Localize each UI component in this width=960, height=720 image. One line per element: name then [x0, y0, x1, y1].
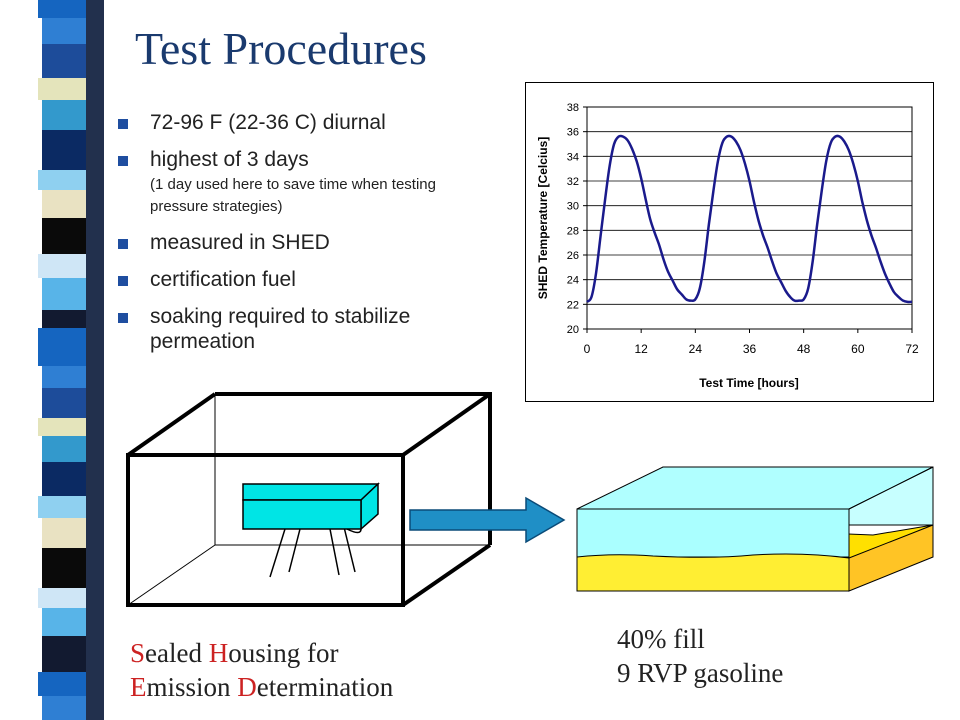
- y-tick-label: 30: [567, 201, 579, 213]
- caption-segment: S: [130, 638, 146, 668]
- bullet-text: measured in SHED: [150, 231, 330, 254]
- temperature-chart: 20 22 24 26 28 30 32 34 36 38 0 12 24 36 48 60 72 SHED …: [525, 82, 934, 402]
- fill-caption: 40% fill 9 RVP gasoline: [617, 622, 783, 690]
- bullet-marker-icon: [118, 119, 128, 129]
- stripe-segment: [42, 18, 86, 44]
- tank-liquid-front: [576, 553, 850, 592]
- bullet-item: 72-96 F (22-36 C) diurnal: [118, 110, 498, 135]
- stripe-segment: [42, 696, 86, 720]
- tank-front-face: [242, 499, 362, 530]
- y-tick-label: 20: [567, 324, 579, 336]
- bullet-marker-icon: [118, 276, 128, 286]
- caption-segment: ealed: [145, 638, 209, 668]
- decorative-side-stripe: [38, 0, 104, 720]
- stripe-segment: [38, 78, 86, 100]
- caption-segment: ousing for: [228, 638, 339, 668]
- caption-segment: D: [237, 672, 257, 702]
- bullet-item: soaking required to stabilize permeation: [118, 304, 498, 354]
- stripe-segment: [38, 496, 86, 518]
- caption-segment: H: [208, 638, 229, 668]
- fuel-tank-on-stand: [242, 482, 380, 578]
- stripe-segment: [38, 588, 86, 608]
- x-tick-label: 12: [634, 342, 648, 356]
- shed-hidden-diagonal: [127, 544, 216, 606]
- shed-caption-line-1: Sealed Housing for: [130, 636, 393, 670]
- bullet-marker-icon: [118, 313, 128, 323]
- stripe-segment: [38, 0, 86, 18]
- stripe-edge: [86, 0, 104, 720]
- fill-caption-line-1: 40% fill: [617, 624, 705, 654]
- bullet-text: highest of 3 days: [150, 148, 309, 171]
- stripe-segment: [42, 436, 86, 462]
- stripe-segment: [42, 636, 86, 672]
- stripe-segment: [42, 462, 86, 496]
- stripe-segment: [42, 366, 86, 388]
- tank-air-front: [576, 508, 850, 558]
- bullet-list: 72-96 F (22-36 C) diurnal highest of 3 d…: [118, 110, 498, 366]
- fill-caption-line-2: 9 RVP gasoline: [617, 658, 784, 688]
- stripe-segment: [42, 44, 86, 78]
- tank-fill-diagram: [576, 466, 934, 592]
- shed-bottom-right-edge: [401, 543, 492, 607]
- bullet-item: highest of 3 days (1 day used here to sav…: [118, 147, 498, 218]
- stripe-segment: [38, 254, 86, 278]
- bullet-subtext: (1 day used here to save time when testi…: [150, 176, 436, 215]
- stripe-segment: [42, 190, 86, 218]
- shed-caption-line-2: Emission Determination: [130, 670, 393, 704]
- stripe-segment: [38, 328, 86, 366]
- stripe-segment: [42, 218, 86, 254]
- bullet-text: 72-96 F (22-36 C) diurnal: [150, 111, 386, 134]
- stripe-segment: [42, 548, 86, 588]
- stripe-segment: [38, 672, 86, 696]
- bullet-text: soaking required to stabilize permeation: [150, 305, 411, 353]
- y-tick-label: 32: [567, 176, 579, 188]
- bullet-item: certification fuel: [118, 267, 498, 292]
- x-tick-label: 72: [905, 342, 919, 356]
- series-line: [586, 134, 913, 304]
- shed-diagram: [126, 392, 492, 607]
- stripe-segment: [38, 170, 86, 190]
- x-tick-label: 0: [584, 342, 591, 356]
- stripe-segment: [38, 418, 86, 436]
- stripe-segment: [42, 130, 86, 170]
- shed-top-right-edge: [401, 392, 492, 457]
- y-tick-label: 22: [567, 299, 579, 311]
- shed-top-left-edge: [126, 392, 217, 457]
- x-tick-label: 36: [743, 342, 757, 356]
- bullet-item: measured in SHED: [118, 230, 498, 255]
- shed-front-face: [126, 453, 405, 607]
- stripe-segment: [42, 518, 86, 548]
- slide-title: Test Procedures: [135, 23, 427, 74]
- y-tick-label: 34: [567, 151, 579, 163]
- caption-segment: E: [130, 672, 147, 702]
- x-tick-label: 48: [797, 342, 811, 356]
- stripe-segment: [42, 100, 86, 130]
- shed-caption: Sealed Housing for Emission Determinatio…: [130, 636, 393, 704]
- y-axis-label: SHED Temperature [Celcius]: [536, 137, 550, 300]
- y-tick-label: 36: [567, 127, 579, 139]
- x-tick-label: 24: [689, 342, 703, 356]
- y-tick-label: 24: [567, 275, 579, 287]
- bullet-marker-icon: [118, 156, 128, 166]
- stripe-segment: [42, 608, 86, 636]
- y-tick-label: 38: [567, 102, 579, 114]
- bullet-text: certification fuel: [150, 268, 296, 291]
- caption-segment: etermination: [256, 672, 394, 702]
- tank-top-face: [242, 483, 380, 501]
- bullet-marker-icon: [118, 239, 128, 249]
- caption-segment: mission: [146, 672, 238, 702]
- stripe-segment: [42, 310, 86, 328]
- x-axis-label: Test Time [hours]: [699, 376, 799, 390]
- right-arrow-icon: [409, 496, 566, 544]
- y-tick-label: 26: [567, 250, 579, 262]
- stripe-segment: [42, 278, 86, 310]
- x-tick-label: 60: [851, 342, 865, 356]
- stripe-segment: [42, 388, 86, 418]
- y-tick-label: 28: [567, 225, 579, 237]
